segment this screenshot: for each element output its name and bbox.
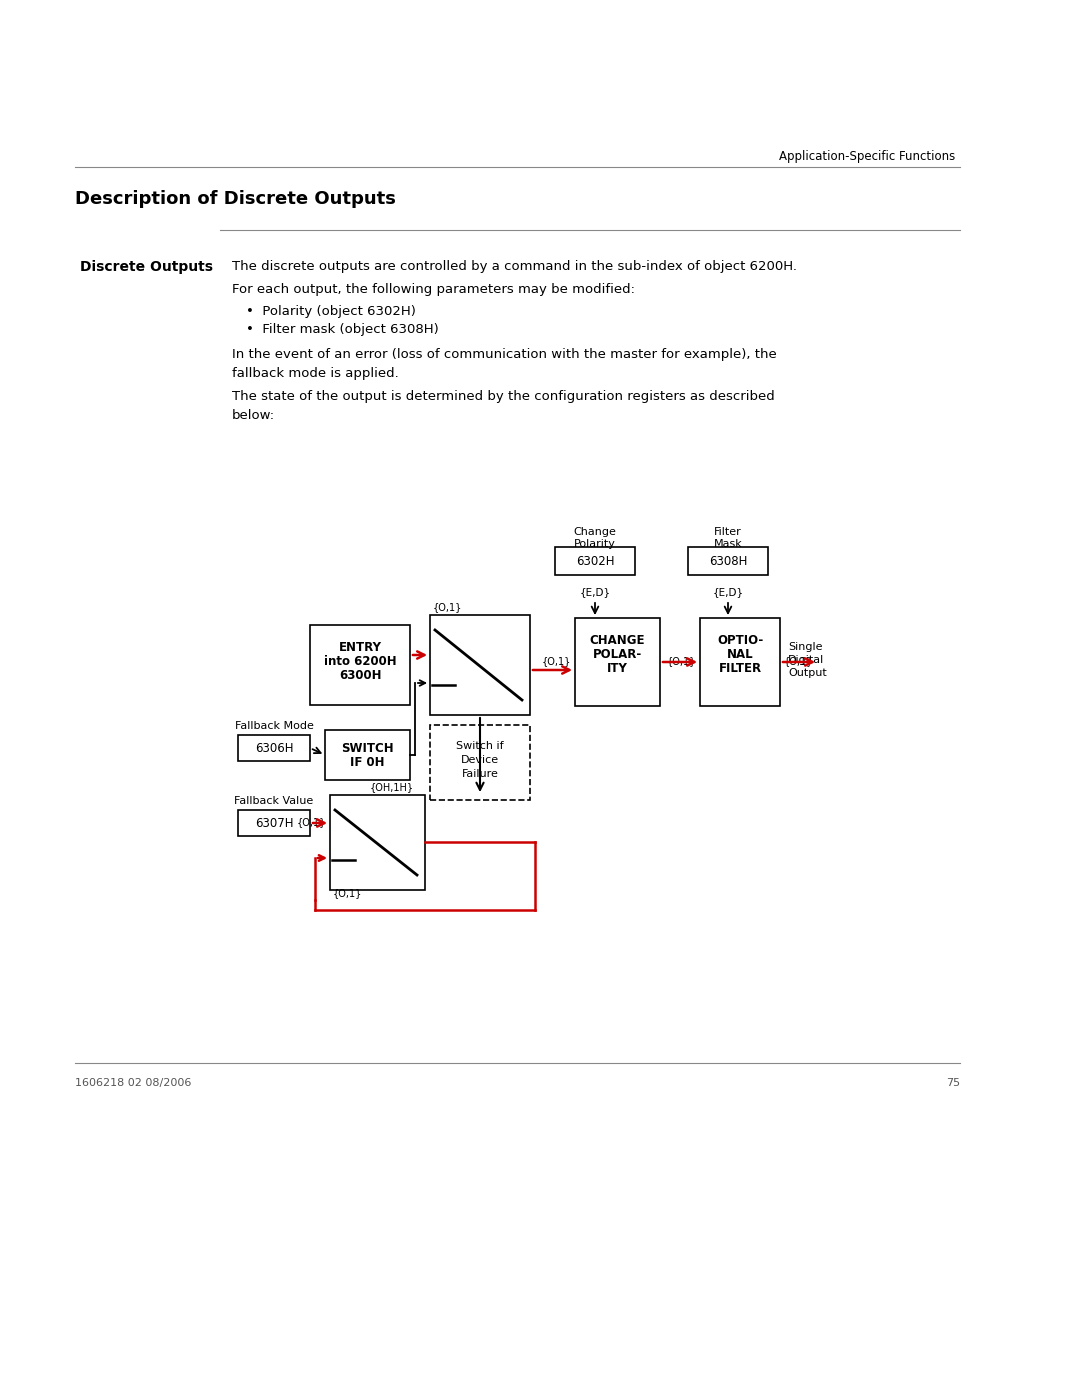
- Text: 6308H: 6308H: [708, 555, 747, 569]
- Text: OPTIO-: OPTIO-: [717, 634, 764, 647]
- Text: Single: Single: [788, 643, 823, 652]
- Text: ITY: ITY: [607, 662, 627, 675]
- Text: Filter: Filter: [714, 527, 742, 536]
- Bar: [430, 725, 530, 800]
- Text: CHANGE: CHANGE: [590, 634, 645, 647]
- Text: 1606218 02 08/2006: 1606218 02 08/2006: [75, 1078, 191, 1088]
- Text: The state of the output is determined by the configuration registers as describe: The state of the output is determined by…: [232, 390, 774, 422]
- Text: {E,D}: {E,D}: [580, 587, 610, 597]
- Text: •  Polarity (object 6302H): • Polarity (object 6302H): [246, 305, 416, 319]
- Bar: [430, 615, 530, 715]
- Bar: [310, 624, 410, 705]
- Text: {E,D}: {E,D}: [713, 587, 743, 597]
- Text: For each output, the following parameters may be modified:: For each output, the following parameter…: [232, 284, 635, 296]
- Text: Fallback Value: Fallback Value: [234, 796, 313, 806]
- Text: Output: Output: [788, 668, 827, 678]
- Text: Fallback Mode: Fallback Mode: [234, 721, 313, 731]
- Text: Mask: Mask: [714, 539, 742, 549]
- Text: IF 0H: IF 0H: [350, 756, 384, 768]
- Text: 6307H: 6307H: [255, 817, 294, 830]
- Text: Switch if: Switch if: [456, 740, 503, 752]
- Text: Digital: Digital: [788, 655, 824, 665]
- Text: The discrete outputs are controlled by a command in the sub-index of object 6200: The discrete outputs are controlled by a…: [232, 260, 797, 272]
- Bar: [700, 617, 780, 705]
- Text: Polarity: Polarity: [575, 539, 616, 549]
- Bar: [238, 735, 310, 761]
- Text: Change: Change: [573, 527, 617, 536]
- Text: ENTRY: ENTRY: [338, 641, 381, 654]
- Bar: [238, 810, 310, 835]
- Text: FILTER: FILTER: [718, 662, 761, 675]
- Text: Description of Discrete Outputs: Description of Discrete Outputs: [75, 190, 396, 208]
- Text: {O,1}: {O,1}: [784, 657, 813, 666]
- Text: {O,1}: {O,1}: [542, 657, 571, 666]
- Bar: [325, 731, 410, 780]
- Text: Device: Device: [461, 754, 499, 766]
- Bar: [555, 548, 635, 576]
- Bar: [330, 795, 426, 890]
- Bar: [688, 548, 768, 576]
- Text: {O,1}: {O,1}: [297, 817, 326, 827]
- Text: Application-Specific Functions: Application-Specific Functions: [779, 149, 955, 163]
- Bar: [575, 617, 660, 705]
- Text: {O,1}: {O,1}: [333, 888, 363, 898]
- Text: Discrete Outputs: Discrete Outputs: [80, 260, 213, 274]
- Text: {O,1}: {O,1}: [433, 602, 462, 612]
- Text: {OH,1H}: {OH,1H}: [370, 782, 414, 792]
- Text: •  Filter mask (object 6308H): • Filter mask (object 6308H): [246, 323, 438, 337]
- Text: 6300H: 6300H: [339, 669, 381, 682]
- Text: SWITCH: SWITCH: [340, 742, 393, 754]
- Text: 75: 75: [946, 1078, 960, 1088]
- Text: In the event of an error (loss of communication with the master for example), th: In the event of an error (loss of commun…: [232, 348, 777, 380]
- Text: 6306H: 6306H: [255, 742, 294, 754]
- Text: Failure: Failure: [461, 768, 499, 780]
- Text: into 6200H: into 6200H: [324, 655, 396, 668]
- Text: {O,1}: {O,1}: [666, 657, 696, 666]
- Text: POLAR-: POLAR-: [592, 648, 642, 661]
- Text: 6302H: 6302H: [576, 555, 615, 569]
- Text: NAL: NAL: [727, 648, 754, 661]
